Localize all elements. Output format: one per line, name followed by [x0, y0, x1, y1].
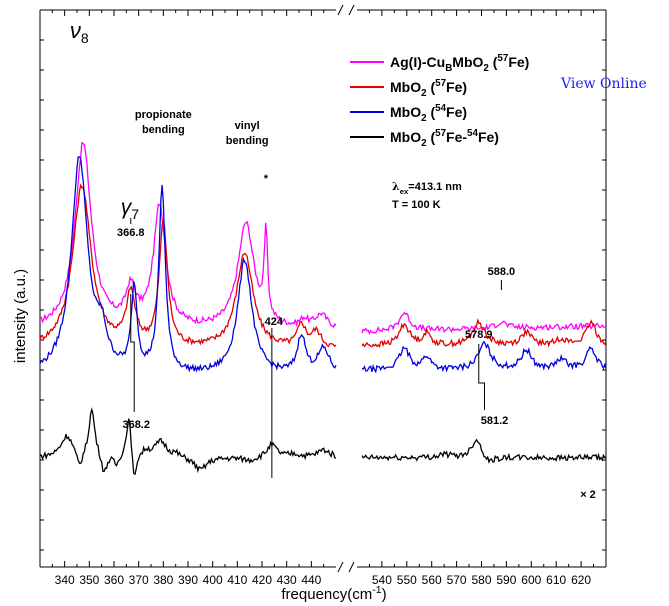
series-layer: [39, 141, 607, 476]
x-tick-label: 390: [178, 573, 198, 587]
series-line-right: [361, 438, 607, 464]
x-tick-label: 400: [203, 573, 223, 587]
x-tick-label: 420: [252, 573, 272, 587]
x-tick-label: 360: [104, 573, 124, 587]
axis-break-mark: [337, 4, 344, 16]
peak-label-581: 581.2: [481, 415, 509, 427]
x-tick-label: 560: [422, 573, 442, 587]
legend-entry-0: Ag(I)-CuB​MbO2​ (57​Fe): [390, 53, 529, 74]
x-tick-label: 350: [79, 573, 99, 587]
x-tick-label: 340: [55, 573, 75, 587]
axis-break-mark: [348, 561, 355, 573]
axis-break-mark: [348, 4, 355, 16]
pointer-579-581: [478, 344, 485, 410]
series-line-left: [39, 141, 337, 329]
axis-break-mark: [337, 561, 344, 573]
series-line-left: [39, 156, 337, 373]
asterisk-mark: *: [264, 173, 269, 185]
x-tick-label: 580: [471, 573, 491, 587]
nu8-label: ν8: [70, 18, 89, 46]
propionate-label: propionate: [135, 109, 192, 121]
x-tick-label: 590: [496, 573, 516, 587]
x-tick-label: 430: [277, 573, 297, 587]
gamma7-label: γ7: [121, 196, 140, 222]
legend: Ag(I)-CuB​MbO2​ (57​Fe) MbO2​ (57​Fe) MbO2…: [350, 53, 529, 211]
series-line-left: [39, 183, 337, 348]
x-tick-label: 440: [301, 573, 321, 587]
legend-entry-3: MbO2​ (57​Fe-54​Fe): [390, 128, 499, 149]
series-2: [39, 156, 607, 374]
excitation-label: λex​=413.1 nm: [392, 180, 462, 196]
annotation-layer: ν8 γ7 propionate bending vinyl bending * 366.8 3…: [70, 18, 596, 501]
series-line-right: [361, 340, 607, 374]
x-axis-title: frequency(cm-1): [281, 584, 386, 603]
series-1: [39, 183, 607, 349]
peak-label-424: 424: [265, 316, 284, 328]
series-line-left: [39, 407, 337, 476]
x-tick-label: 610: [546, 573, 566, 587]
x-tick-label: 550: [397, 573, 417, 587]
x-tick-label: 600: [521, 573, 541, 587]
x-tick-label: 540: [372, 573, 392, 587]
peak-label-588: 588.0: [488, 266, 516, 278]
vinyl-label: vinyl: [235, 120, 260, 132]
legend-entry-1: MbO2​ (57​Fe): [390, 78, 467, 99]
peak-label-366: 366.8: [117, 227, 145, 239]
x-tick-label: 380: [153, 573, 173, 587]
x-tick-label: 410: [227, 573, 247, 587]
peak-label-368: 368.2: [122, 419, 150, 431]
times-two-label: × 2: [580, 489, 596, 501]
peak-label-579: 578.9: [465, 329, 493, 341]
series-0: [39, 141, 607, 335]
pointer-366-368: [130, 294, 135, 412]
x-tick-label: 620: [571, 573, 591, 587]
series-line-right: [361, 318, 607, 349]
x-tick-label: 570: [447, 573, 467, 587]
temperature-label: T = 100 K: [392, 199, 441, 211]
y-axis-title: intensity (a.u.): [12, 269, 29, 363]
series-3: [39, 407, 607, 476]
view-online-link[interactable]: View Online: [561, 76, 647, 92]
ticks-layer: 340 350 360 370 380 390 400 410 420 430 440 540 550 5…: [51, 10, 595, 587]
vinyl-label-2: bending: [226, 135, 269, 147]
x-tick-label: 370: [129, 573, 149, 587]
series-line-right: [361, 311, 607, 335]
legend-entry-2: MbO2​ (54​Fe): [390, 103, 467, 124]
propionate-label-2: bending: [142, 124, 185, 136]
chart-frame: [39, 4, 607, 573]
